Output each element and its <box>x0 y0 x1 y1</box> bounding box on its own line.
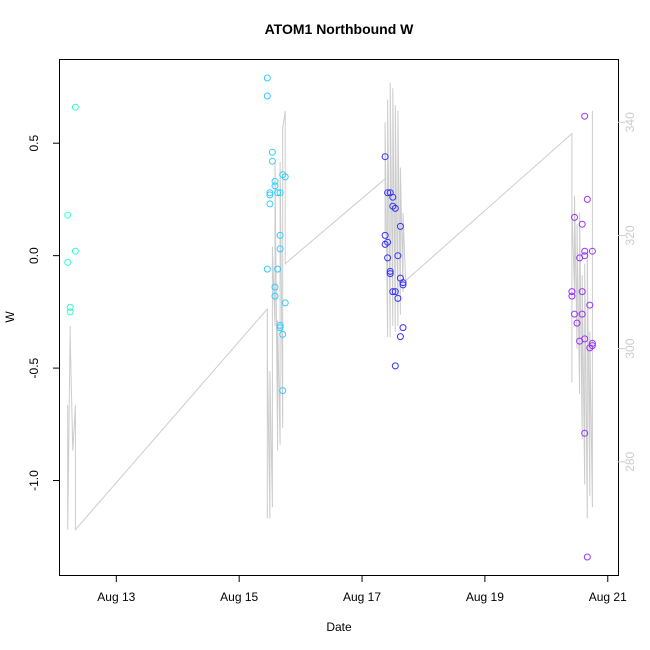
data-point-series-3 <box>394 252 402 260</box>
data-point-series-3 <box>386 270 394 278</box>
data-point-series-4 <box>588 342 596 350</box>
data-point-series-4 <box>568 288 576 296</box>
data-point-series-4 <box>588 247 596 255</box>
y-tick-label: -0.5 <box>27 357 41 378</box>
data-point-series-4 <box>588 339 596 347</box>
data-point-series-2 <box>276 324 284 332</box>
data-point-series-3 <box>384 189 392 197</box>
data-point-series-3 <box>381 153 389 161</box>
data-point-series-4 <box>581 335 589 343</box>
data-point-series-2 <box>279 330 287 338</box>
x-tick-label: Aug 15 <box>220 590 258 604</box>
y2-tick-label: 320 <box>623 225 637 245</box>
overlay-line <box>67 82 593 532</box>
data-point-series-2 <box>281 299 289 307</box>
x-tick-label: Aug 17 <box>343 590 381 604</box>
data-point-series-4 <box>581 429 589 437</box>
data-point-series-2 <box>276 245 284 253</box>
data-point-series-3 <box>381 231 389 239</box>
data-point-series-2 <box>276 231 284 239</box>
y-axis: -1.0 -0.5 0.0 0.5 <box>27 135 60 491</box>
plot-frame <box>59 59 619 576</box>
data-point-series-3 <box>389 288 397 296</box>
data-point-series-4 <box>581 112 589 120</box>
data-point-series-2 <box>271 283 279 291</box>
data-point-series-3 <box>389 193 397 201</box>
data-point-series-4 <box>573 319 581 327</box>
data-point-series-2 <box>271 292 279 300</box>
data-point-series-3 <box>394 294 402 302</box>
y2-tick-label: 300 <box>623 338 637 358</box>
y-tick-label: -1.0 <box>27 470 41 491</box>
data-point-series-2 <box>274 265 282 273</box>
overlay-line-layer <box>67 82 593 532</box>
y-tick-label: 0.5 <box>27 135 41 152</box>
points-layer <box>64 74 596 561</box>
data-point-series-4 <box>583 195 591 203</box>
data-point-series-2 <box>271 182 279 190</box>
data-point-series-4 <box>578 220 586 228</box>
data-point-series-2 <box>268 157 276 165</box>
data-point-series-3 <box>391 288 399 296</box>
data-point-series-4 <box>571 213 578 221</box>
x-axis: Aug 13 Aug 15 Aug 17 Aug 19 Aug 21 <box>97 575 627 604</box>
data-point-series-1 <box>66 308 74 316</box>
data-point-series-3 <box>386 267 394 275</box>
data-point-series-2 <box>276 189 284 197</box>
data-point-series-2 <box>263 265 271 273</box>
data-point-series-2 <box>271 177 279 185</box>
data-point-series-2 <box>268 148 276 156</box>
data-point-series-3 <box>391 204 399 212</box>
data-point-series-3 <box>399 279 407 287</box>
data-point-series-3 <box>399 281 407 289</box>
y-tick-label: 0.0 <box>27 247 41 264</box>
data-point-series-3 <box>384 254 392 262</box>
data-point-series-2 <box>266 200 274 208</box>
data-point-series-1 <box>71 247 79 255</box>
chart-title: ATOM1 Northbound W <box>265 21 415 37</box>
data-point-series-1 <box>66 303 74 311</box>
x-tick-label: Aug 21 <box>589 590 627 604</box>
data-point-series-3 <box>391 362 399 370</box>
x-tick-label: Aug 13 <box>97 590 135 604</box>
data-point-series-1 <box>64 258 72 266</box>
data-point-series-1 <box>71 103 79 111</box>
data-point-series-2 <box>274 189 282 197</box>
data-point-series-4 <box>568 292 576 300</box>
y2-tick-label: 340 <box>623 112 637 132</box>
x-tick-label: Aug 19 <box>466 590 504 604</box>
data-point-series-1 <box>64 211 72 219</box>
data-point-series-2 <box>266 191 274 199</box>
data-point-series-4 <box>583 553 591 561</box>
data-point-series-3 <box>396 222 404 230</box>
data-point-series-3 <box>399 324 407 332</box>
data-point-series-4 <box>581 252 589 260</box>
data-point-series-2 <box>276 321 284 329</box>
data-point-series-2 <box>266 189 274 197</box>
data-point-series-4 <box>578 310 586 318</box>
data-point-series-4 <box>578 288 586 296</box>
data-point-series-2 <box>279 387 287 395</box>
data-point-series-4 <box>571 310 578 318</box>
data-point-series-2 <box>263 92 271 100</box>
y2-axis: 280 300 320 340 <box>618 112 637 472</box>
data-point-series-3 <box>396 333 404 341</box>
x-axis-label: Date <box>326 620 352 634</box>
y2-tick-label: 280 <box>623 451 637 471</box>
data-point-series-2 <box>281 173 289 181</box>
data-point-series-2 <box>263 74 271 82</box>
y-axis-label: W <box>3 311 17 323</box>
data-point-series-4 <box>586 301 594 309</box>
data-point-series-3 <box>384 238 392 246</box>
data-point-series-4 <box>581 247 589 255</box>
